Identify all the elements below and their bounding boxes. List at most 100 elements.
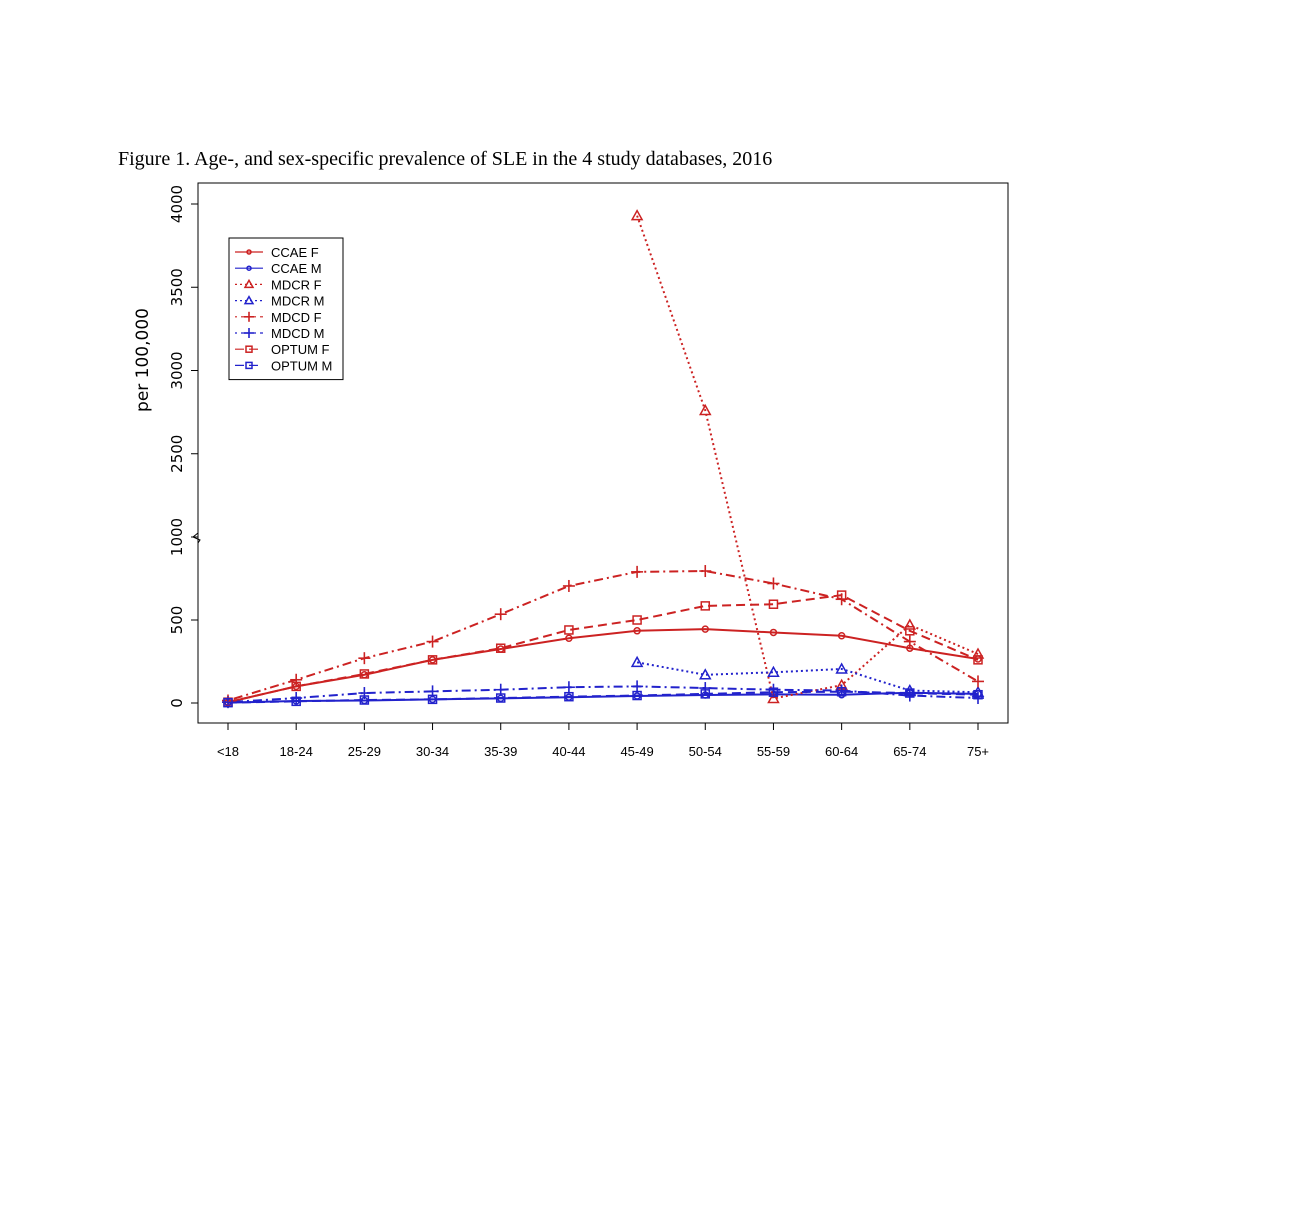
- legend-label: OPTUM M: [271, 358, 332, 373]
- data-point: [359, 695, 370, 705]
- data-point: [631, 680, 644, 693]
- data-point: [630, 655, 644, 668]
- data-point: [494, 608, 507, 621]
- x-tick-label: 45-49: [620, 744, 653, 759]
- data-point: [903, 618, 917, 630]
- y-tick-label: 3000: [168, 351, 186, 389]
- data-point: [835, 662, 848, 674]
- data-point: [701, 625, 710, 633]
- data-point: [565, 634, 573, 643]
- legend-item: MDCD F: [235, 310, 322, 325]
- data-point: [836, 590, 847, 600]
- data-point: [767, 577, 780, 590]
- data-point: [905, 688, 915, 698]
- legend-label: MDCD M: [271, 326, 324, 341]
- legend-item: OPTUM M: [235, 358, 332, 373]
- data-point: [768, 687, 779, 697]
- data-point: [698, 403, 712, 416]
- x-tick-label: 40-44: [552, 744, 585, 759]
- y-axis-label: per 100,000: [133, 308, 153, 412]
- data-point: [246, 265, 252, 271]
- data-point: [769, 628, 778, 637]
- data-point: [631, 565, 644, 578]
- axes: 0 500 1000 2500 3000 3500 4000 <18 18-24 25-29 30-…: [168, 185, 989, 759]
- data-point: [564, 625, 574, 635]
- data-point: [971, 647, 985, 659]
- data-point: [768, 599, 779, 609]
- legend-item: MDCR M: [235, 294, 324, 309]
- x-tick-label: 18-24: [280, 744, 313, 759]
- data-point: [903, 635, 916, 648]
- data-point: [245, 345, 253, 353]
- series-line: [636, 661, 979, 694]
- series-optum-f: [223, 590, 983, 707]
- x-tick-label: 75+: [967, 744, 989, 759]
- data-point: [972, 675, 984, 688]
- data-point: [495, 693, 506, 703]
- data-point: [698, 668, 712, 680]
- data-point: [699, 565, 712, 578]
- data-point: [246, 249, 252, 255]
- y-tick-label: 0: [168, 698, 186, 708]
- data-point: [427, 694, 438, 705]
- legend-label: CCAE M: [271, 261, 322, 276]
- data-point: [495, 643, 506, 653]
- data-point: [223, 697, 233, 708]
- data-point: [836, 686, 847, 697]
- y-tick-label: 2500: [168, 435, 186, 473]
- series-line: [636, 215, 979, 700]
- x-tick-label: 50-54: [689, 744, 722, 759]
- data-point: [290, 673, 303, 686]
- x-tick-label: 60-64: [825, 744, 858, 759]
- legend-label: MDCR M: [271, 294, 324, 309]
- data-point: [632, 615, 642, 625]
- data-point: [358, 687, 371, 700]
- legend-label: MDCR F: [271, 277, 322, 292]
- series-optum-m: [223, 686, 983, 708]
- data-point: [244, 311, 254, 322]
- y-tick-label: 3500: [168, 268, 186, 306]
- legend-item: MDCD M: [235, 326, 324, 341]
- data-point: [358, 652, 371, 665]
- legend-item: MDCR F: [235, 277, 322, 292]
- data-point: [245, 361, 253, 370]
- data-point: [905, 626, 915, 636]
- x-tick-label: 55-59: [757, 744, 790, 759]
- data-point: [632, 690, 642, 701]
- figure-title: Figure 1. Age-, and sex-specific prevale…: [118, 148, 773, 170]
- legend-label: MDCD F: [271, 310, 322, 325]
- data-point: [700, 601, 711, 611]
- y-tick-label: 1000: [168, 518, 186, 556]
- data-point: [291, 681, 301, 692]
- series-mdcd-f: [222, 565, 984, 707]
- data-point: [243, 278, 255, 289]
- data-point: [291, 696, 301, 707]
- legend-label: OPTUM F: [271, 342, 330, 357]
- y-tick-label: 500: [168, 606, 186, 635]
- data-point: [630, 209, 644, 221]
- legend-item: OPTUM F: [235, 342, 330, 357]
- data-point: [426, 635, 439, 648]
- legend-box: [228, 237, 344, 381]
- series-lines: [222, 209, 985, 709]
- series-line: [227, 685, 979, 704]
- x-tick-label: 65-74: [893, 744, 926, 759]
- legend-label: CCAE F: [271, 245, 319, 260]
- data-point: [973, 689, 983, 700]
- x-tick-label: 30-34: [416, 744, 449, 759]
- legend-item: CCAE M: [235, 261, 322, 276]
- data-point: [359, 669, 370, 679]
- data-point: [633, 627, 641, 635]
- data-point: [562, 681, 575, 694]
- data-point: [767, 665, 780, 678]
- data-point: [837, 632, 846, 640]
- y-tick-label: 4000: [168, 185, 186, 223]
- data-point: [973, 655, 983, 665]
- data-point: [700, 689, 711, 699]
- legend-item: CCAE F: [235, 245, 319, 260]
- series-line: [227, 570, 979, 702]
- data-point: [427, 655, 438, 665]
- data-point: [244, 328, 254, 338]
